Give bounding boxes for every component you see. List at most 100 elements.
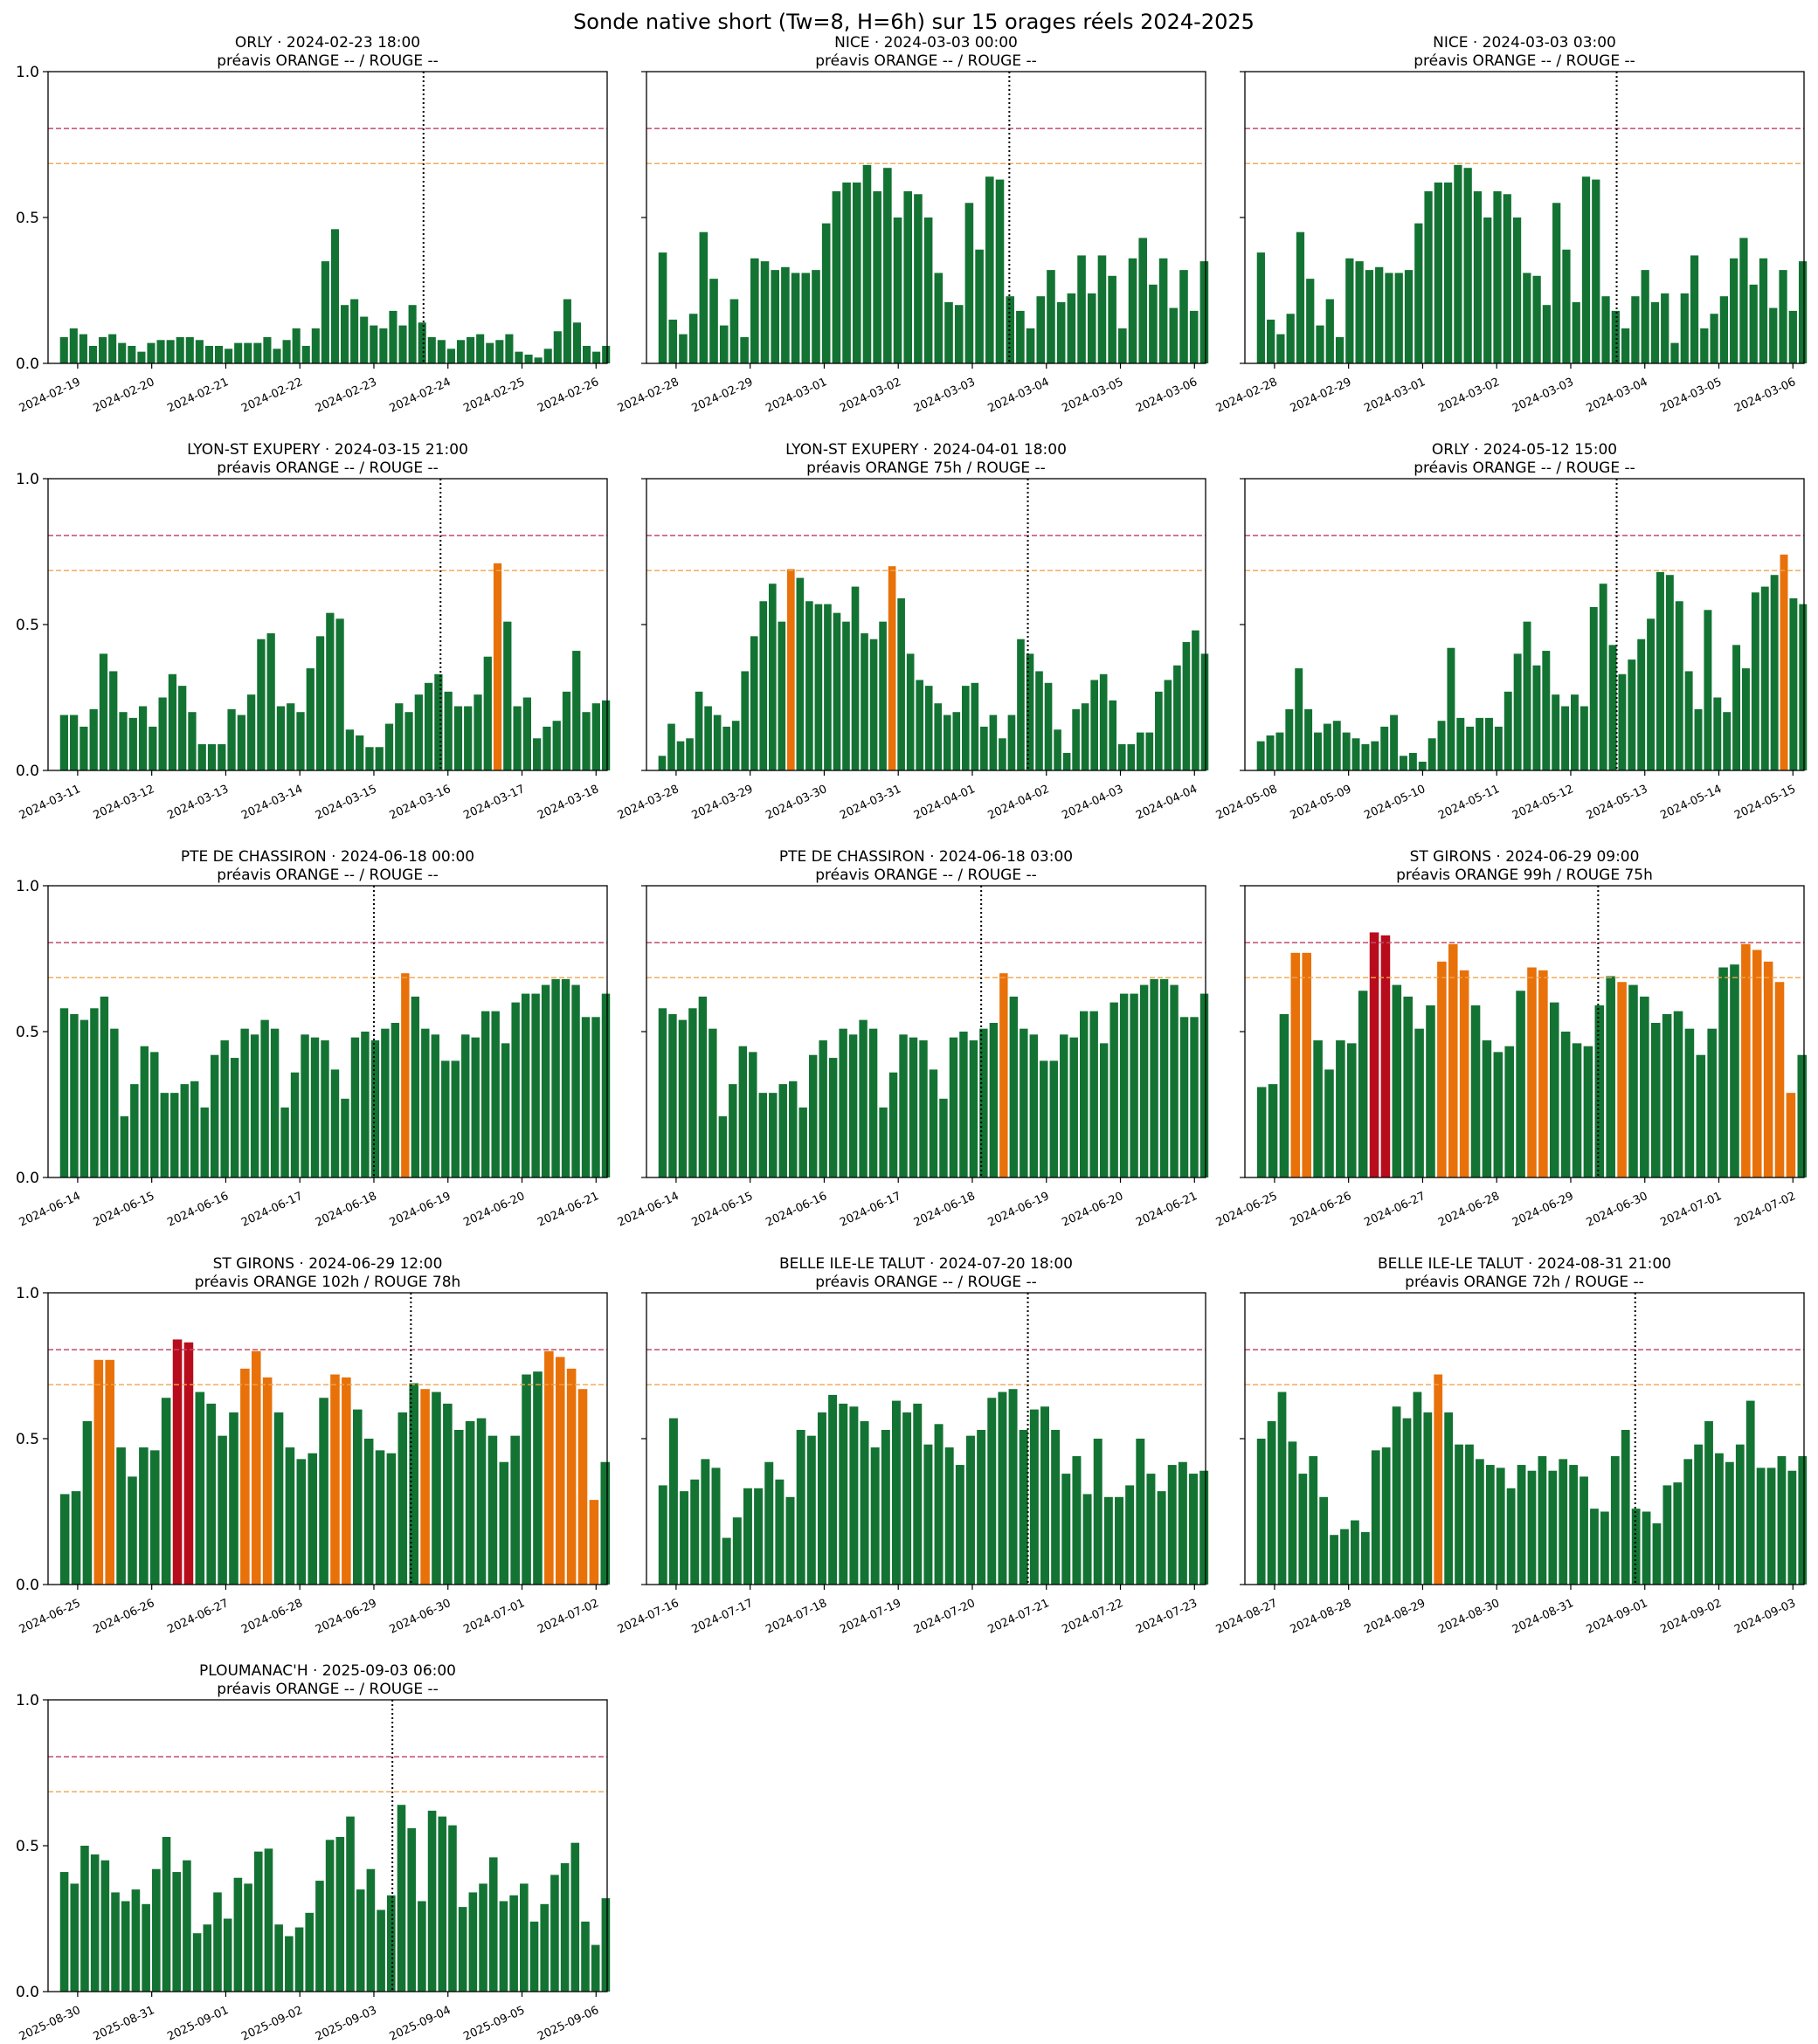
bar [476, 1418, 487, 1585]
panel-subtitle: préavis ORANGE -- / ROUGE -- [815, 1274, 1037, 1291]
bar [944, 1447, 954, 1585]
bar [1155, 691, 1163, 770]
bar [1392, 1406, 1401, 1585]
bar [722, 1537, 731, 1585]
bar [897, 597, 905, 770]
bar [100, 996, 109, 1177]
bar [335, 618, 344, 770]
bar [352, 1409, 363, 1585]
bar [1456, 717, 1465, 770]
bar [1560, 1032, 1571, 1177]
bar [361, 1032, 370, 1177]
bar [387, 1895, 396, 1992]
bar [414, 694, 423, 770]
bar [418, 322, 426, 363]
bar [1019, 1429, 1028, 1585]
bar [709, 279, 718, 363]
bar [356, 1889, 365, 1992]
bar [1552, 203, 1561, 363]
bar [851, 586, 860, 770]
bar [1494, 726, 1503, 770]
bar [139, 1447, 149, 1585]
bar [729, 1084, 737, 1177]
bar [407, 1827, 416, 1992]
bar [658, 252, 667, 363]
bar [118, 342, 127, 363]
bar [1503, 691, 1512, 770]
bar [1020, 1028, 1028, 1177]
bar [1309, 1456, 1318, 1585]
bar [1559, 1459, 1568, 1585]
bar [785, 1496, 795, 1585]
bar [1683, 1459, 1693, 1585]
bar [509, 1895, 518, 1992]
bar [218, 1435, 227, 1585]
bar [704, 706, 712, 770]
bar [550, 1875, 559, 1992]
bar [678, 1019, 688, 1177]
bar [166, 340, 175, 363]
bar [1610, 1456, 1620, 1585]
bar [1414, 1028, 1424, 1177]
bar [1742, 668, 1750, 770]
bar [1392, 984, 1402, 1177]
bar [771, 270, 779, 363]
bar [451, 1060, 460, 1177]
bar [839, 1403, 848, 1585]
bar [1496, 1467, 1505, 1585]
bar [471, 1037, 480, 1177]
bar [223, 1918, 232, 1992]
bar [562, 691, 571, 770]
bar [1290, 952, 1301, 1177]
bar [1482, 1040, 1492, 1177]
bar [311, 328, 320, 363]
bar [1385, 273, 1393, 363]
bar [411, 996, 420, 1177]
panel-subtitle: préavis ORANGE -- / ROUGE -- [217, 867, 439, 884]
bar [213, 1892, 222, 1992]
bar [404, 712, 413, 770]
bar [1787, 1470, 1797, 1585]
bar [79, 726, 88, 770]
bar [263, 336, 272, 363]
bar [1400, 756, 1407, 770]
bar [1617, 982, 1627, 1177]
bar [70, 715, 79, 770]
bar [1325, 299, 1334, 363]
bar [1342, 732, 1351, 770]
bar [1769, 307, 1778, 363]
bar [658, 1485, 667, 1585]
bar [563, 299, 571, 363]
bar [195, 1391, 205, 1585]
bar [1704, 1420, 1713, 1585]
bar [1532, 275, 1541, 363]
bar [1276, 334, 1285, 363]
bar [183, 1342, 194, 1585]
bar [668, 1013, 677, 1177]
bar [128, 717, 137, 770]
bar [1089, 1011, 1098, 1177]
bar [79, 1019, 89, 1177]
bar [1103, 1496, 1113, 1585]
bar [1652, 1523, 1662, 1585]
bar [70, 1013, 79, 1177]
bar [79, 334, 87, 363]
bar [796, 577, 805, 770]
bar [1109, 700, 1117, 770]
bar [591, 703, 600, 770]
bar [1704, 610, 1712, 770]
bar [444, 691, 453, 770]
bar [350, 299, 359, 363]
bar [1662, 1013, 1672, 1177]
bar [668, 319, 678, 363]
bar [949, 1037, 958, 1177]
bar [1062, 752, 1071, 770]
bar [515, 351, 523, 363]
bar [1336, 1040, 1345, 1177]
bar [1080, 1011, 1089, 1177]
bar [273, 349, 281, 363]
bar [131, 1889, 141, 1992]
bar [503, 621, 512, 770]
bar [690, 1479, 700, 1585]
bar [301, 345, 310, 363]
